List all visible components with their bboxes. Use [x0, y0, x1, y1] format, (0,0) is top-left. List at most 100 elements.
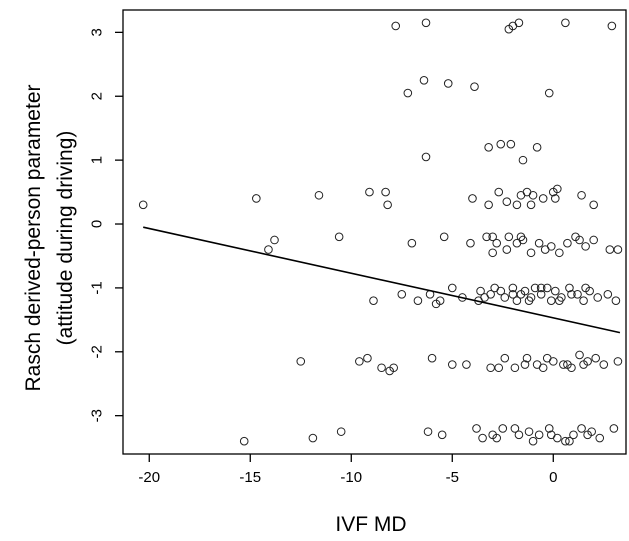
data-point: [563, 238, 572, 248]
data-point: [534, 430, 544, 440]
data-point: [561, 436, 570, 446]
data-point: [546, 242, 556, 251]
data-point: [447, 283, 457, 293]
data-point: [488, 232, 497, 242]
y-tick-label: -3: [89, 409, 106, 422]
data-point: [476, 286, 485, 296]
data-point: [377, 363, 386, 373]
data-point: [536, 289, 546, 299]
regression-line: [143, 226, 621, 334]
data-point: [553, 184, 562, 194]
data-point: [524, 427, 534, 436]
data-point: [583, 430, 592, 440]
data-point: [407, 238, 417, 248]
data-point: [308, 433, 318, 443]
data-point: [391, 21, 401, 31]
data-point: [518, 155, 528, 165]
data-point: [296, 357, 306, 366]
data-point: [516, 232, 526, 242]
data-point: [542, 353, 552, 363]
data-point: [524, 296, 534, 305]
data-point: [435, 296, 445, 305]
x-tick-label: -20: [138, 469, 160, 486]
data-point: [538, 363, 548, 373]
data-point: [613, 357, 623, 366]
data-point: [484, 200, 493, 210]
data-point: [520, 360, 530, 369]
data-point: [252, 194, 261, 203]
x-tick-label: -15: [239, 469, 261, 486]
data-point: [607, 21, 617, 31]
data-point: [466, 238, 475, 248]
data-point: [510, 424, 520, 433]
data-point: [514, 430, 524, 440]
y-tick-label: 0: [89, 220, 106, 228]
data-point: [239, 436, 249, 446]
data-point: [492, 238, 502, 248]
data-point: [526, 200, 536, 210]
data-point: [532, 143, 542, 152]
data-point: [403, 88, 413, 98]
data-point: [526, 248, 536, 258]
data-point: [510, 363, 520, 373]
data-point: [443, 79, 453, 88]
data-point: [528, 190, 538, 200]
data-point: [589, 235, 598, 245]
data-point: [470, 82, 479, 91]
data-point: [573, 289, 582, 299]
y-tick-label: 2: [89, 92, 106, 100]
data-point: [423, 427, 433, 436]
data-point: [413, 296, 423, 305]
data-point: [514, 18, 524, 28]
chart-marks: [138, 18, 623, 446]
data-point: [546, 296, 556, 305]
data-point: [550, 286, 560, 296]
data-point: [472, 424, 481, 433]
data-point: [381, 187, 390, 197]
data-point: [538, 194, 548, 203]
data-point: [484, 143, 493, 152]
data-point: [468, 194, 477, 203]
y-tick-label: 1: [89, 156, 106, 164]
data-point: [482, 232, 491, 242]
data-point: [355, 357, 364, 366]
data-point: [595, 433, 605, 443]
data-point: [544, 88, 554, 98]
data-point: [534, 238, 544, 248]
data-point: [559, 360, 568, 369]
data-point: [504, 232, 514, 242]
data-point: [589, 200, 598, 210]
data-point: [565, 436, 574, 446]
data-point: [575, 235, 584, 245]
data-point: [579, 296, 588, 305]
plot-frame: [122, 9, 627, 455]
data-point: [496, 139, 506, 149]
data-point: [369, 296, 378, 305]
data-point: [512, 296, 522, 305]
data-point: [563, 360, 572, 369]
data-point: [506, 139, 516, 149]
data-point: [605, 245, 615, 254]
data-point: [542, 283, 552, 293]
data-point: [611, 296, 621, 305]
data-point: [439, 232, 449, 242]
data-point: [599, 360, 609, 369]
data-point: [565, 283, 574, 293]
data-point: [427, 353, 437, 363]
data-point: [488, 248, 497, 258]
data-point: [270, 235, 279, 245]
data-point: [421, 18, 431, 28]
data-point: [498, 424, 508, 433]
data-point: [536, 283, 546, 293]
data-point: [502, 245, 512, 254]
data-point: [550, 194, 560, 203]
y-tick-label: 3: [89, 28, 106, 36]
data-point: [389, 363, 398, 373]
data-point: [494, 187, 504, 197]
data-point: [264, 245, 273, 254]
x-axis-title: IVF MD: [335, 513, 406, 536]
x-tick-label: -5: [446, 469, 459, 486]
data-point: [569, 430, 578, 440]
data-point: [577, 424, 586, 433]
data-point: [421, 152, 431, 162]
